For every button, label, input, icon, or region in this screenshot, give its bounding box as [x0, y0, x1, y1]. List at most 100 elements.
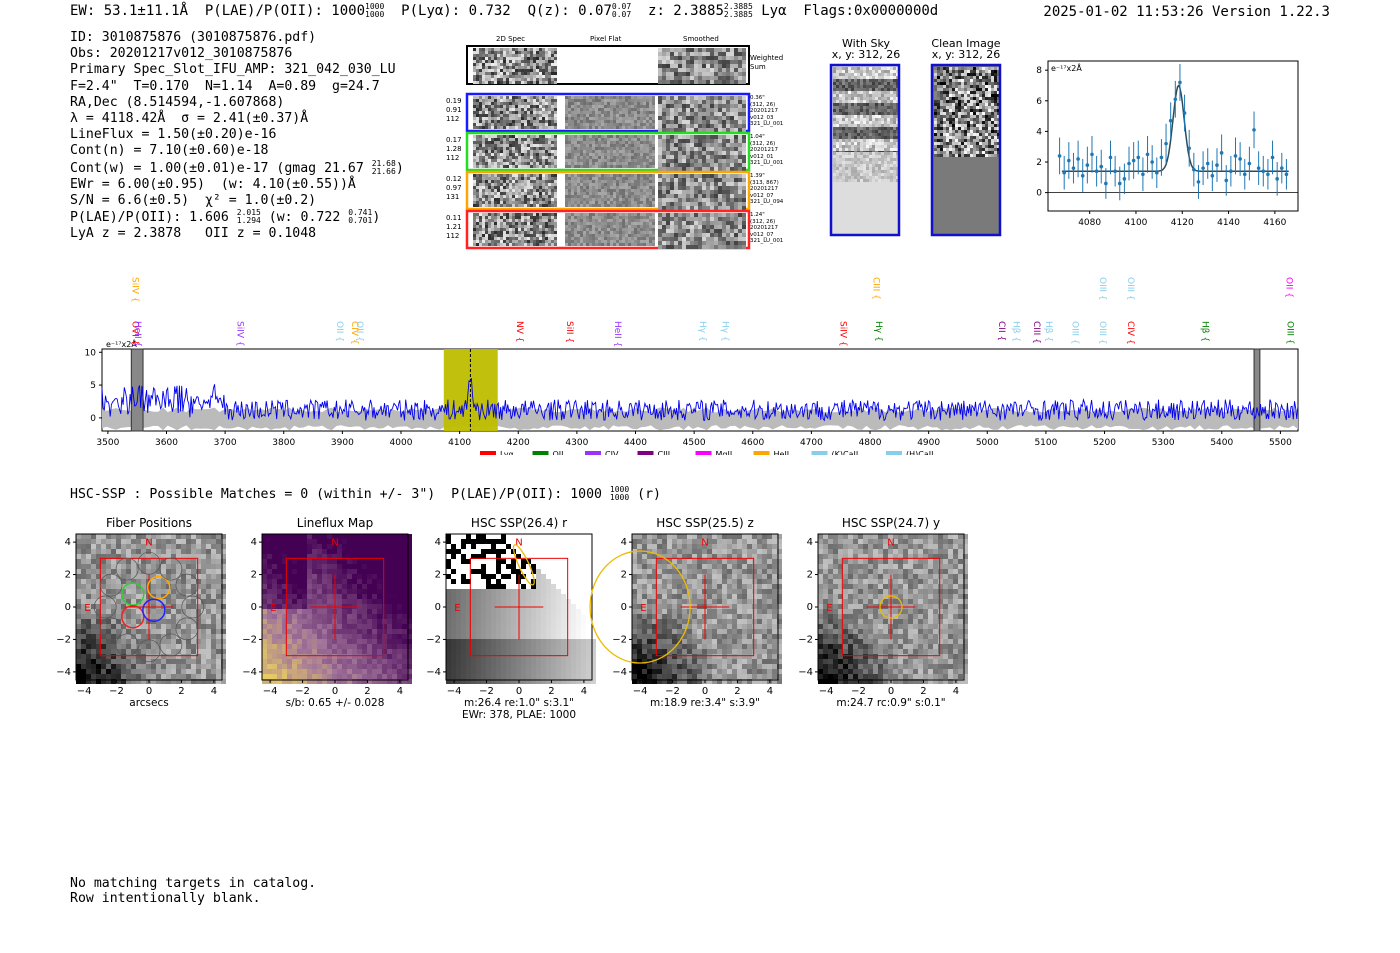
- noise-pixel: [503, 165, 506, 168]
- sky-pixel: [884, 73, 887, 76]
- noise-pixel: [622, 237, 625, 240]
- noise-pixel: [583, 243, 586, 246]
- noise-pixel: [734, 64, 738, 68]
- noise-pixel: [491, 63, 494, 66]
- noise-pixel: [542, 75, 545, 78]
- noise-pixel: [586, 162, 589, 165]
- noise-pixel: [730, 108, 734, 112]
- noise-pixel: [518, 204, 521, 207]
- noise-pixel: [545, 141, 548, 144]
- noise-pixel: [722, 155, 726, 159]
- noise-pixel: [631, 150, 634, 153]
- noise-pixel: [613, 114, 616, 117]
- sky-pixel: [869, 94, 872, 97]
- sky-pixel: [863, 91, 866, 94]
- noise-pixel: [545, 201, 548, 204]
- noise-pixel: [497, 204, 500, 207]
- noise-pixel: [583, 150, 586, 153]
- sky-pixel: [890, 152, 893, 155]
- noise-pixel: [682, 229, 686, 233]
- sky-pixel: [881, 155, 884, 158]
- noise-pixel: [722, 202, 726, 206]
- noise-pixel: [643, 222, 646, 225]
- sky-pixel: [869, 85, 872, 88]
- noise-pixel: [494, 147, 497, 150]
- sky-pixel: [896, 161, 899, 164]
- noise-pixel: [670, 155, 674, 159]
- noise-pixel: [536, 186, 539, 189]
- noise-pixel: [485, 72, 488, 75]
- noise-pixel: [568, 198, 571, 201]
- noise-pixel: [574, 183, 577, 186]
- noise-pixel: [497, 138, 500, 141]
- clean-pixel: [988, 88, 991, 91]
- noise-pixel: [548, 228, 551, 231]
- noise-pixel: [682, 217, 686, 221]
- header-plae: P(LAE)/P(OII): 1000: [204, 3, 366, 19]
- noise-pixel: [589, 237, 592, 240]
- noise-pixel: [694, 202, 698, 206]
- noise-pixel: [548, 105, 551, 108]
- noise-pixel: [536, 222, 539, 225]
- noise-pixel: [548, 219, 551, 222]
- noise-pixel: [595, 156, 598, 159]
- noise-pixel: [726, 167, 730, 171]
- noise-pixel: [726, 163, 730, 167]
- noise-pixel: [640, 144, 643, 147]
- noise-pixel: [473, 150, 476, 153]
- noise-pixel: [678, 241, 682, 245]
- sky-pixel: [851, 152, 854, 155]
- noise-pixel: [515, 51, 518, 54]
- sky-pixel: [839, 115, 842, 118]
- info-contn: Cont(n) = 7.10(±0.60)e-18: [70, 143, 269, 159]
- noise-pixel: [710, 135, 714, 139]
- noise-pixel: [500, 135, 503, 138]
- noise-pixel: [545, 108, 548, 111]
- noise-pixel: [734, 198, 738, 202]
- noise-pixel: [730, 56, 734, 60]
- noise-pixel: [706, 60, 710, 64]
- noise-pixel: [574, 138, 577, 141]
- sky-pixel: [887, 121, 890, 124]
- sky-pixel: [833, 70, 836, 73]
- noise-pixel: [488, 117, 491, 120]
- noise-pixel: [702, 233, 706, 237]
- sky-pixel: [839, 136, 842, 139]
- noise-pixel: [554, 108, 557, 111]
- noise-pixel: [722, 52, 726, 56]
- noise-pixel: [580, 144, 583, 147]
- noise-pixel: [670, 64, 674, 68]
- noise-pixel: [568, 99, 571, 102]
- noise-pixel: [682, 108, 686, 112]
- noise-pixel: [613, 153, 616, 156]
- noise-pixel: [521, 222, 524, 225]
- noise-pixel: [577, 237, 580, 240]
- noise-pixel: [601, 153, 604, 156]
- noise-pixel: [583, 219, 586, 222]
- sky-pixel: [890, 124, 893, 127]
- noise-pixel: [658, 120, 662, 124]
- noise-pixel: [554, 186, 557, 189]
- noise-pixel: [577, 234, 580, 237]
- noise-pixel: [640, 156, 643, 159]
- noise-pixel: [574, 216, 577, 219]
- noise-pixel: [518, 135, 521, 138]
- noise-pixel: [662, 221, 666, 225]
- sky-pixel: [854, 88, 857, 91]
- sky-pixel: [848, 176, 851, 179]
- noise-pixel: [640, 195, 643, 198]
- noise-pixel: [491, 201, 494, 204]
- noise-pixel: [482, 201, 485, 204]
- noise-pixel: [509, 135, 512, 138]
- sky-pixel: [884, 130, 887, 133]
- noise-pixel: [631, 234, 634, 237]
- noise-pixel: [726, 120, 730, 124]
- noise-pixel: [580, 198, 583, 201]
- sky-pixel: [866, 164, 869, 167]
- noise-pixel: [646, 204, 649, 207]
- noise-pixel: [742, 147, 746, 151]
- noise-pixel: [539, 48, 542, 51]
- sky-pixel: [884, 164, 887, 167]
- noise-pixel: [649, 111, 652, 114]
- noise-pixel: [592, 204, 595, 207]
